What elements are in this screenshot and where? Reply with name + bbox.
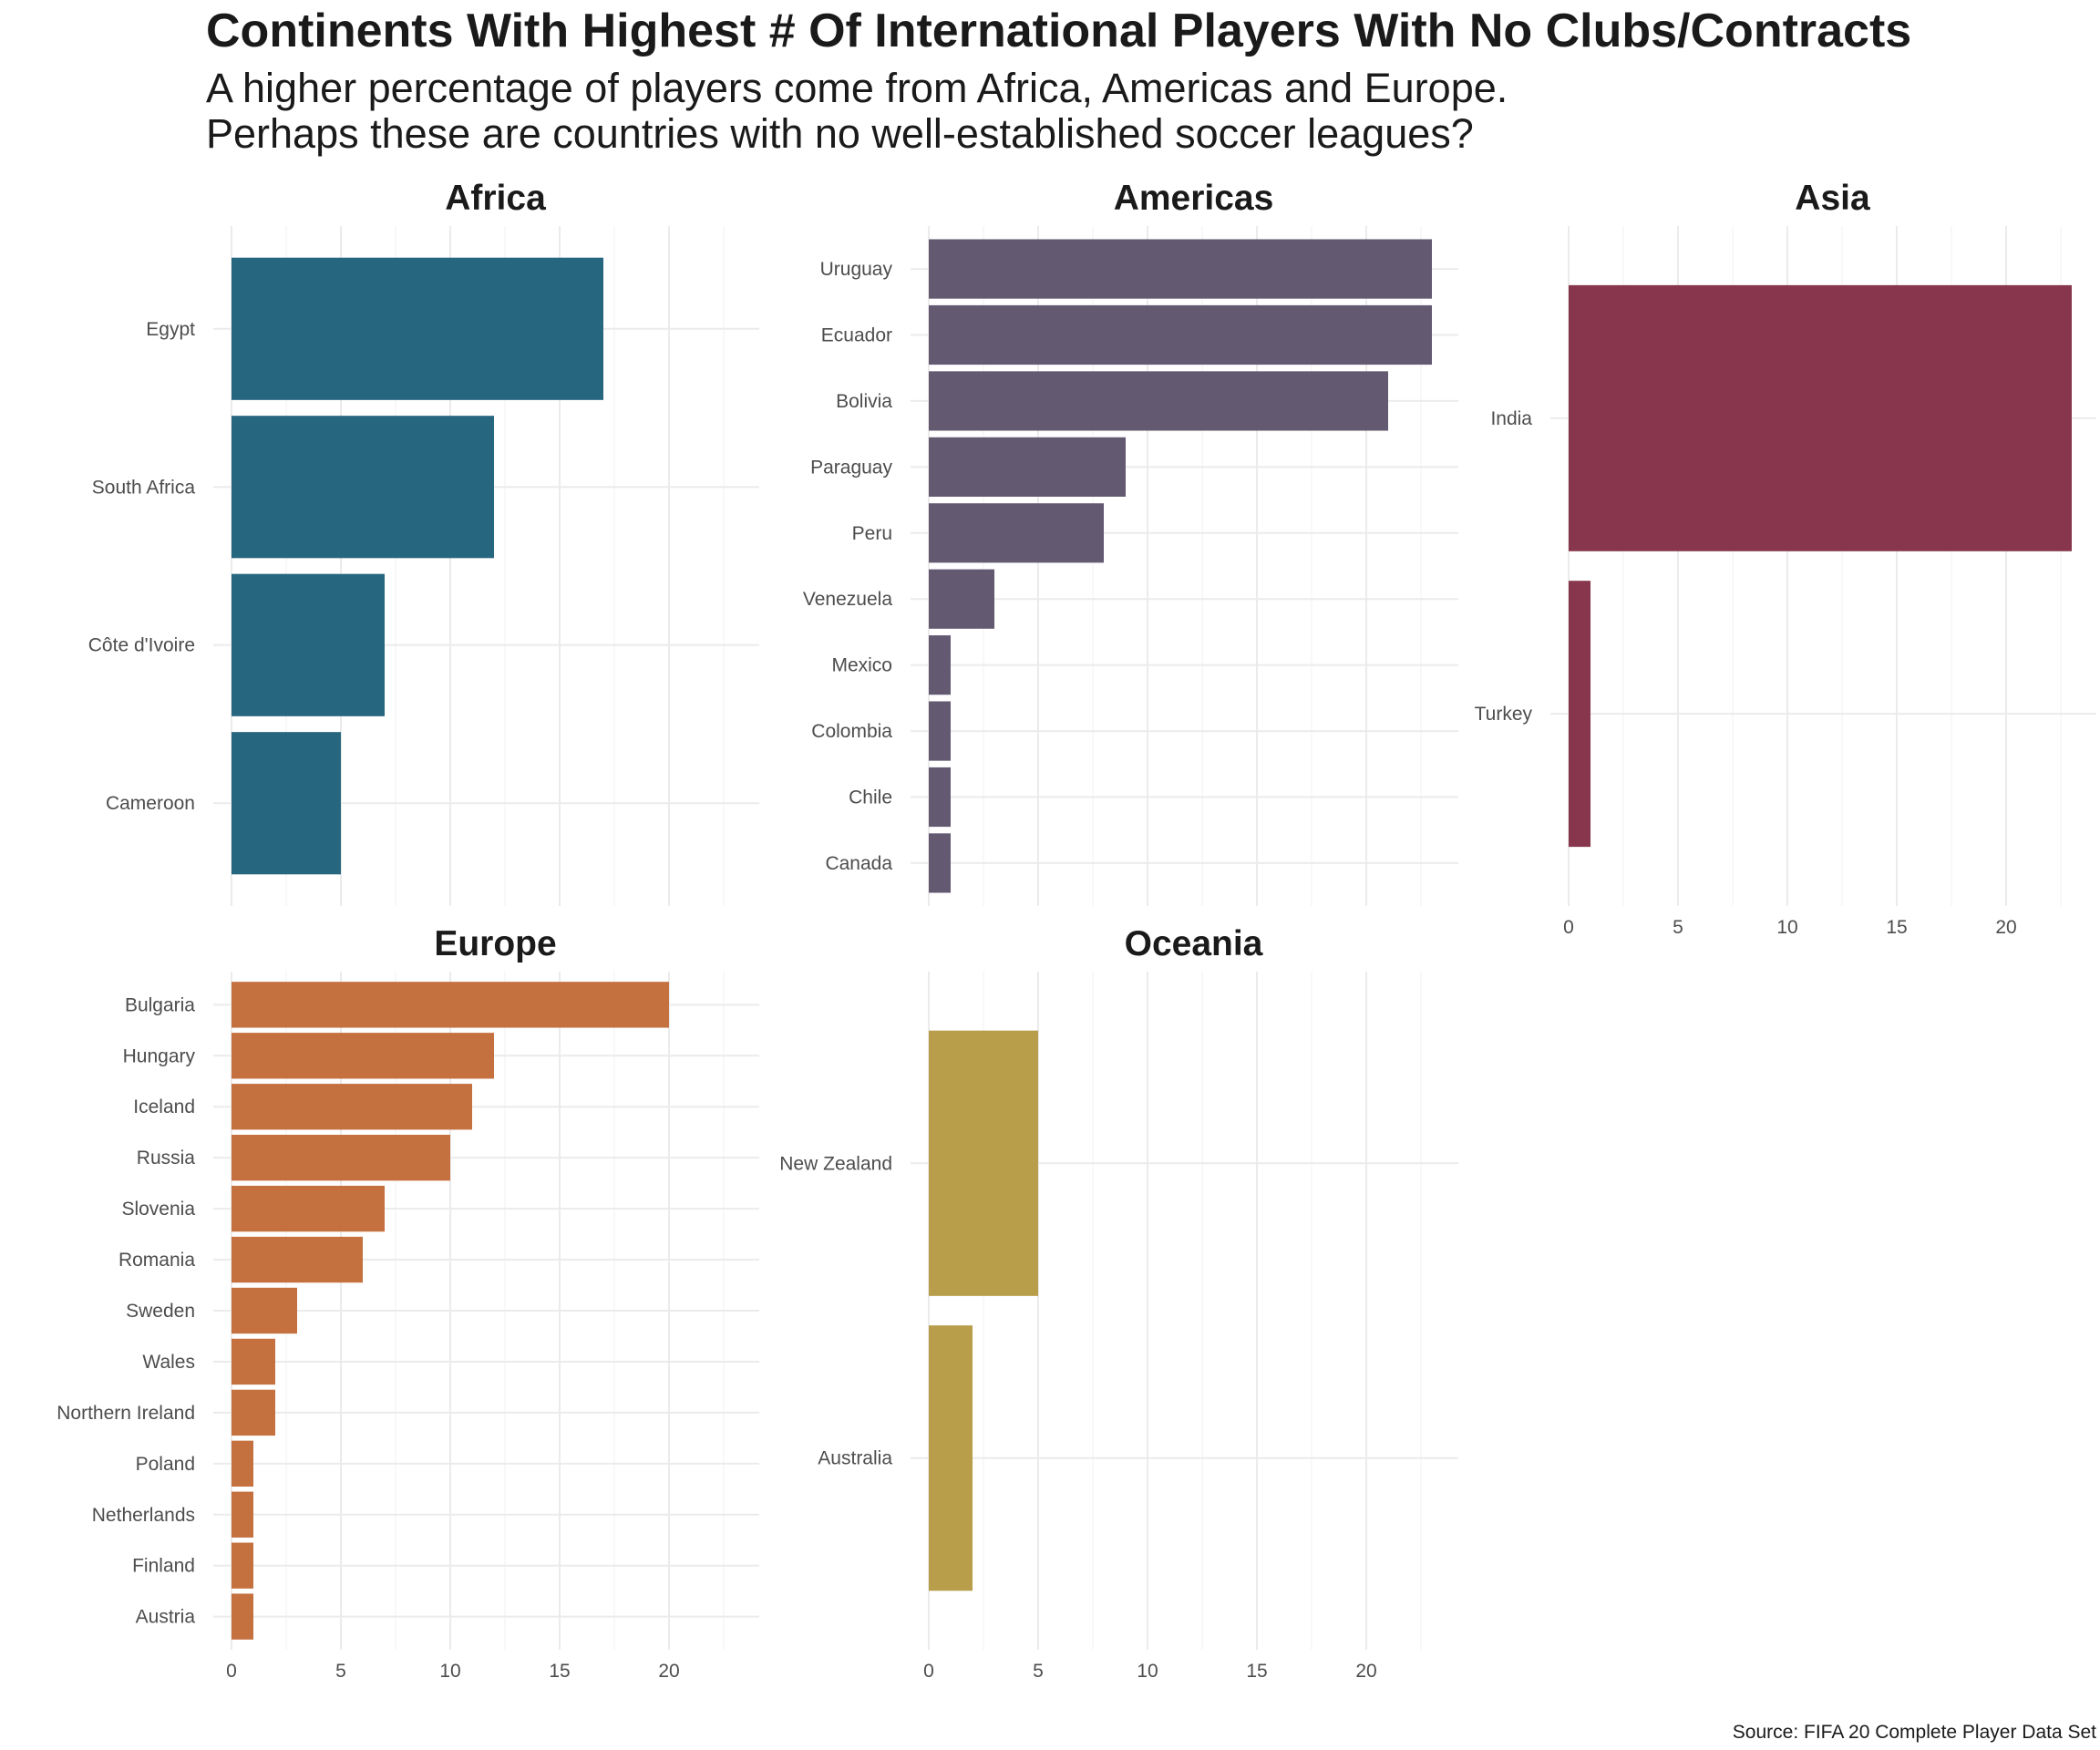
x-tick-label: 20 (658, 1661, 679, 1682)
category-label-bulgaria: Bulgaria (125, 994, 195, 1015)
bar-bulgaria (232, 982, 669, 1028)
category-label-egypt: Egypt (146, 319, 195, 340)
facet-europe: Europe Bulgaria Hungary Iceland Russia Sloven… (57, 924, 759, 1682)
facet-title-americas: Americas (1114, 179, 1274, 218)
facet-africa: Africa Egypt South Africa Côte d'Ivoire Came… (88, 179, 759, 906)
x-tick-label: 15 (1246, 1661, 1267, 1682)
x-tick-label: 20 (1355, 1661, 1376, 1682)
category-label-south-africa: South Africa (92, 477, 196, 498)
category-label-peru: Peru (852, 523, 892, 544)
bar-india (1569, 284, 2072, 551)
bar-peru (929, 503, 1104, 563)
category-label-sweden: Sweden (126, 1301, 195, 1322)
x-tick-label: 10 (1776, 917, 1797, 938)
bar-bolivia (929, 371, 1388, 431)
x-tick-label: 20 (1995, 917, 2016, 938)
bar-romania (232, 1236, 363, 1283)
bar-australia (929, 1325, 973, 1591)
category-label-chile: Chile (849, 787, 892, 808)
bar-cameroon (232, 732, 341, 875)
category-label-poland: Poland (136, 1454, 195, 1475)
bar-chile (929, 767, 951, 828)
bar-netherlands (232, 1491, 253, 1538)
chart-subtitle: A higher percentage of players come from… (206, 66, 1508, 157)
category-label-ecuador: Ecuador (821, 325, 892, 346)
facet-title-africa: Africa (445, 179, 546, 218)
facet-title-oceania: Oceania (1125, 924, 1263, 963)
x-tick-label: 5 (335, 1661, 346, 1682)
bar-south-africa (232, 416, 494, 559)
category-label-northern-ireland: Northern Ireland (57, 1403, 195, 1424)
x-tick-label: 15 (549, 1661, 570, 1682)
category-label-paraguay: Paraguay (810, 457, 892, 478)
bar-new-zealand (929, 1030, 1038, 1296)
x-tick-label: 10 (439, 1661, 460, 1682)
bar-ecuador (929, 304, 1432, 365)
category-label-india: India (1490, 408, 1532, 429)
x-tick-label: 5 (1673, 917, 1683, 938)
bar-iceland (232, 1084, 472, 1130)
category-label-slovenia: Slovenia (121, 1199, 195, 1220)
bar-canada (929, 833, 951, 893)
bar-hungary (232, 1033, 494, 1079)
bar-poland (232, 1440, 253, 1487)
bar-northern-ireland (232, 1389, 275, 1436)
bar-mexico (929, 635, 951, 695)
category-label-turkey: Turkey (1475, 704, 1533, 725)
category-label-hungary: Hungary (123, 1045, 196, 1066)
bar-colombia (929, 701, 951, 761)
facet-title-asia: Asia (1795, 179, 1870, 218)
x-tick-label: 0 (1563, 917, 1574, 938)
category-label-canada: Canada (825, 853, 892, 874)
bar-paraguay (929, 437, 1126, 497)
subtitle-line-1: A higher percentage of players come from… (206, 65, 1508, 111)
bar-turkey (1569, 581, 1590, 848)
category-label-wales: Wales (142, 1352, 195, 1373)
subtitle-line-2: Perhaps these are countries with no well… (206, 110, 1474, 157)
category-label-cote-d-ivoire: Côte d'Ivoire (88, 635, 195, 656)
x-tick-label: 10 (1137, 1661, 1158, 1682)
category-label-colombia: Colombia (811, 721, 892, 742)
facet-oceania: Oceania New Zealand Australia 0 5 10 15 20 (779, 924, 1458, 1682)
bar-cote-d-ivoire (232, 573, 385, 716)
x-tick-label: 15 (1886, 917, 1907, 938)
category-label-bolivia: Bolivia (836, 391, 892, 412)
category-label-netherlands: Netherlands (92, 1505, 195, 1526)
x-tick-label: 0 (226, 1661, 237, 1682)
source-caption: Source: FIFA 20 Complete Player Data Set (1732, 1722, 2096, 1743)
facet-title-europe: Europe (434, 924, 556, 963)
bar-slovenia (232, 1185, 385, 1232)
category-label-cameroon: Cameroon (106, 793, 195, 814)
category-label-romania: Romania (118, 1250, 195, 1271)
bar-uruguay (929, 239, 1432, 299)
category-label-uruguay: Uruguay (820, 259, 893, 280)
bar-sweden (232, 1287, 297, 1334)
category-label-finland: Finland (132, 1556, 195, 1577)
category-label-new-zealand: New Zealand (779, 1153, 892, 1174)
category-label-russia: Russia (137, 1148, 196, 1168)
category-label-australia: Australia (818, 1448, 892, 1469)
chart-title: Continents With Highest # Of Internation… (206, 5, 1912, 57)
category-label-austria: Austria (136, 1607, 196, 1628)
bar-venezuela (929, 569, 994, 629)
bar-wales (232, 1338, 275, 1385)
category-label-venezuela: Venezuela (803, 589, 892, 610)
facet-americas: Americas Uruguay Ecuador Bolivia Paraguay Per… (803, 179, 1458, 906)
facet-asia: Asia India Turkey 0 5 10 15 20 (1475, 179, 2096, 938)
bar-austria (232, 1593, 253, 1640)
x-tick-label: 5 (1033, 1661, 1044, 1682)
bar-egypt (232, 257, 603, 400)
bar-russia (232, 1135, 450, 1181)
bar-finland (232, 1542, 253, 1589)
category-label-mexico: Mexico (831, 655, 892, 676)
category-label-iceland: Iceland (133, 1096, 195, 1117)
x-tick-label: 0 (923, 1661, 934, 1682)
